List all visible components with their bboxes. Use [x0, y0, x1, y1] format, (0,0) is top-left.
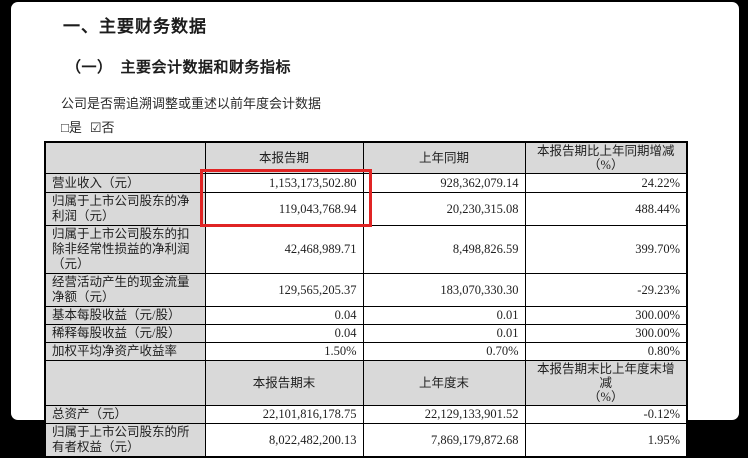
subsection-title: （一） 主要会计数据和财务指标 [66, 59, 292, 76]
table-row-net-profit: 归属于上市公司股东的净利润（元） 119,043,768.94 20,230,3… [44, 192, 688, 226]
checkbox-yes: □是 [61, 120, 82, 135]
restatement-question: 公司是否需追溯调整或重述以前年度会计数据 [61, 96, 322, 111]
table-row-total-assets: 总资产（元） 22,101,816,178.75 22,129,133,901.… [44, 405, 688, 424]
change-cell: 399.70% [524, 225, 688, 274]
row-label-cell: 归属于上市公司股东的扣除非经常性损益的净利润（元） [44, 225, 206, 274]
prior-period-cell: 0.01 [362, 324, 526, 343]
prior-period-cell: 928,362,079.14 [362, 173, 526, 193]
prior-period-cell: 183,070,330.30 [362, 273, 526, 307]
period-header-row: 本报告期 上年同期 本报告期比上年同期增减 （%） [44, 141, 688, 174]
current-period-cell: 42,468,989.71 [204, 225, 364, 274]
period-end-header-row: 本报告期末 上年度末 本报告期末比上年度末增减 （%） [44, 360, 688, 406]
change-cell: 24.22% [524, 173, 688, 193]
checkbox-no: ☑否 [89, 120, 115, 135]
document-page: 一、主要财务数据 （一） 主要会计数据和财务指标 公司是否需追溯调整或重述以前年… [11, 2, 739, 458]
current-period-cell: 129,565,205.37 [204, 273, 364, 307]
table-row-weighted-roe: 加权平均净资产收益率 1.50% 0.70% 0.80% [44, 342, 688, 361]
table-row-diluted-eps: 稀释每股收益（元/股） 0.04 0.01 300.00% [44, 324, 688, 343]
current-period-header: 本报告期 [204, 141, 364, 174]
change-cell: -29.23% [524, 273, 688, 307]
current-period-cell: 22,101,816,178.75 [204, 405, 364, 424]
section-title: 一、主要财务数据 [63, 17, 207, 36]
row-label-cell: 稀释每股收益（元/股） [44, 324, 206, 343]
current-period-cell: 0.04 [204, 306, 364, 325]
current-period-cell: 0.04 [204, 324, 364, 343]
row-label-cell: 经营活动产生的现金流量净额（元） [44, 273, 206, 307]
table-row-operating-cash-flow: 经营活动产生的现金流量净额（元） 129,565,205.37 183,070,… [44, 273, 688, 307]
financial-table-wrap: 本报告期 上年同期 本报告期比上年同期增减 （%） 营业收入（元） 1,153,… [44, 141, 688, 458]
change-header: 本报告期比上年同期增减 （%） [524, 141, 688, 174]
current-period-cell: 119,043,768.94 [204, 192, 364, 226]
period-end-change-header: 本报告期末比上年度末增减 （%） [524, 360, 688, 406]
period-end-header: 本报告期末 [204, 360, 364, 406]
current-period-cell: 1.50% [204, 342, 364, 361]
prior-period-cell: 8,498,826.59 [362, 225, 526, 274]
prior-period-cell: 0.70% [362, 342, 526, 361]
prior-period-cell: 22,129,133,901.52 [362, 405, 526, 424]
change-cell: 0.80% [524, 342, 688, 361]
prior-period-cell: 0.01 [362, 306, 526, 325]
row-label-cell: 加权平均净资产收益率 [44, 342, 206, 361]
table-row-deducted-net-profit: 归属于上市公司股东的扣除非经常性损益的净利润（元） 42,468,989.71 … [44, 225, 688, 274]
blank-header-cell [44, 141, 206, 174]
blank-header-cell [44, 360, 206, 406]
change-cell: 300.00% [524, 306, 688, 325]
restatement-answer: □是 ☑否 [61, 117, 739, 136]
financial-table: 本报告期 上年同期 本报告期比上年同期增减 （%） 营业收入（元） 1,153,… [44, 141, 688, 458]
prior-period-cell: 20,230,315.08 [362, 192, 526, 226]
row-label-cell: 基本每股收益（元/股） [44, 306, 206, 325]
prior-period-header: 上年同期 [362, 141, 526, 174]
change-cell: -0.12% [524, 405, 688, 424]
table-row-revenue: 营业收入（元） 1,153,173,502.80 928,362,079.14 … [44, 173, 688, 193]
row-label-cell: 归属于上市公司股东的净利润（元） [44, 192, 206, 226]
row-label-cell: 总资产（元） [44, 405, 206, 424]
change-cell: 300.00% [524, 324, 688, 343]
row-label-cell: 营业收入（元） [44, 173, 206, 193]
table-row-basic-eps: 基本每股收益（元/股） 0.04 0.01 300.00% [44, 306, 688, 325]
current-period-cell: 1,153,173,502.80 [204, 173, 364, 193]
change-cell: 488.44% [524, 192, 688, 226]
prior-year-end-header: 上年度末 [362, 360, 526, 406]
